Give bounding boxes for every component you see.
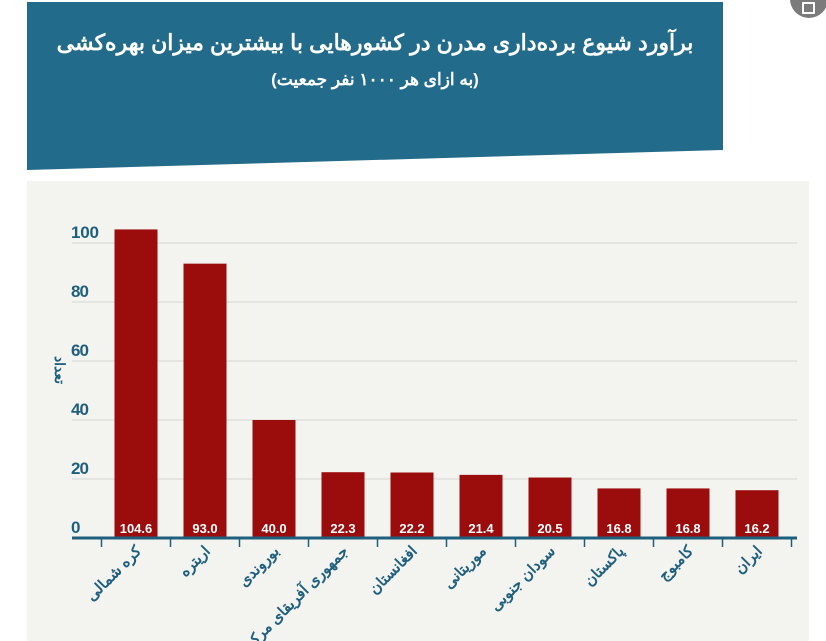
- bar-value-label: 93.0: [192, 521, 217, 536]
- bar: [252, 420, 296, 538]
- bar-value-label: 16.2: [744, 521, 769, 536]
- bar: [390, 472, 434, 538]
- bar: [114, 229, 158, 538]
- chart-subtitle: (به ازای هر ۱۰۰۰ نفر جمعیت): [271, 70, 479, 89]
- y-tick-label: 20: [71, 459, 89, 478]
- x-tick-label: سودان جنوبی: [487, 543, 559, 615]
- x-tick-label: بوروندی: [235, 543, 283, 591]
- header-banner: [27, 2, 723, 170]
- chart-panel: 0 20 40 60 80 100 تعداد 104.6 کره شمالی 93.0 اریتر…: [27, 181, 809, 641]
- header-background: [27, 2, 723, 170]
- x-tick-label: موریتانی: [440, 543, 489, 592]
- x-tick-label: جمهوری آفریقای مرکزی: [232, 541, 352, 641]
- y-axis-label: تعداد: [52, 356, 68, 384]
- bar: [597, 488, 641, 538]
- bar-value-label: 20.5: [537, 521, 562, 536]
- bar-value-label: 16.8: [606, 521, 631, 536]
- bar: [735, 490, 779, 538]
- bar: [528, 477, 572, 538]
- y-tick-label: 0: [71, 518, 80, 537]
- bar: [183, 263, 227, 538]
- bar-value-label: 104.6: [120, 521, 153, 536]
- bar-value-label: 21.4: [468, 521, 494, 536]
- y-tick-label: 40: [71, 400, 89, 419]
- external-link-icon: [802, 2, 815, 14]
- x-tick-label: کره شمالی: [83, 542, 145, 604]
- x-tick-label: افغانستان: [366, 543, 421, 598]
- bar-value-label: 22.3: [330, 521, 355, 536]
- bar: [321, 472, 365, 538]
- x-tick-label: پاکستان: [581, 543, 629, 591]
- bar-value-label: 16.8: [675, 521, 700, 536]
- bar-chart: 0 20 40 60 80 100 تعداد 104.6 کره شمالی 93.0 اریتر…: [52, 223, 797, 641]
- x-tick-label: کامبوج: [655, 542, 697, 584]
- bar-value-label: 22.2: [399, 521, 424, 536]
- bar: [459, 474, 503, 538]
- bar-value-label: 40.0: [261, 521, 286, 536]
- y-tick-label: 100: [71, 223, 99, 242]
- share-button[interactable]: [790, 0, 826, 18]
- x-tick-label: ایران: [731, 543, 766, 578]
- y-tick-label: 60: [71, 341, 89, 360]
- bar: [666, 488, 710, 538]
- y-tick-label: 80: [71, 282, 89, 301]
- chart-title: برآورد شیوع برده‌داری مدرن در کشورهایی ب…: [56, 30, 694, 55]
- x-tick-label: اریتره: [176, 543, 214, 581]
